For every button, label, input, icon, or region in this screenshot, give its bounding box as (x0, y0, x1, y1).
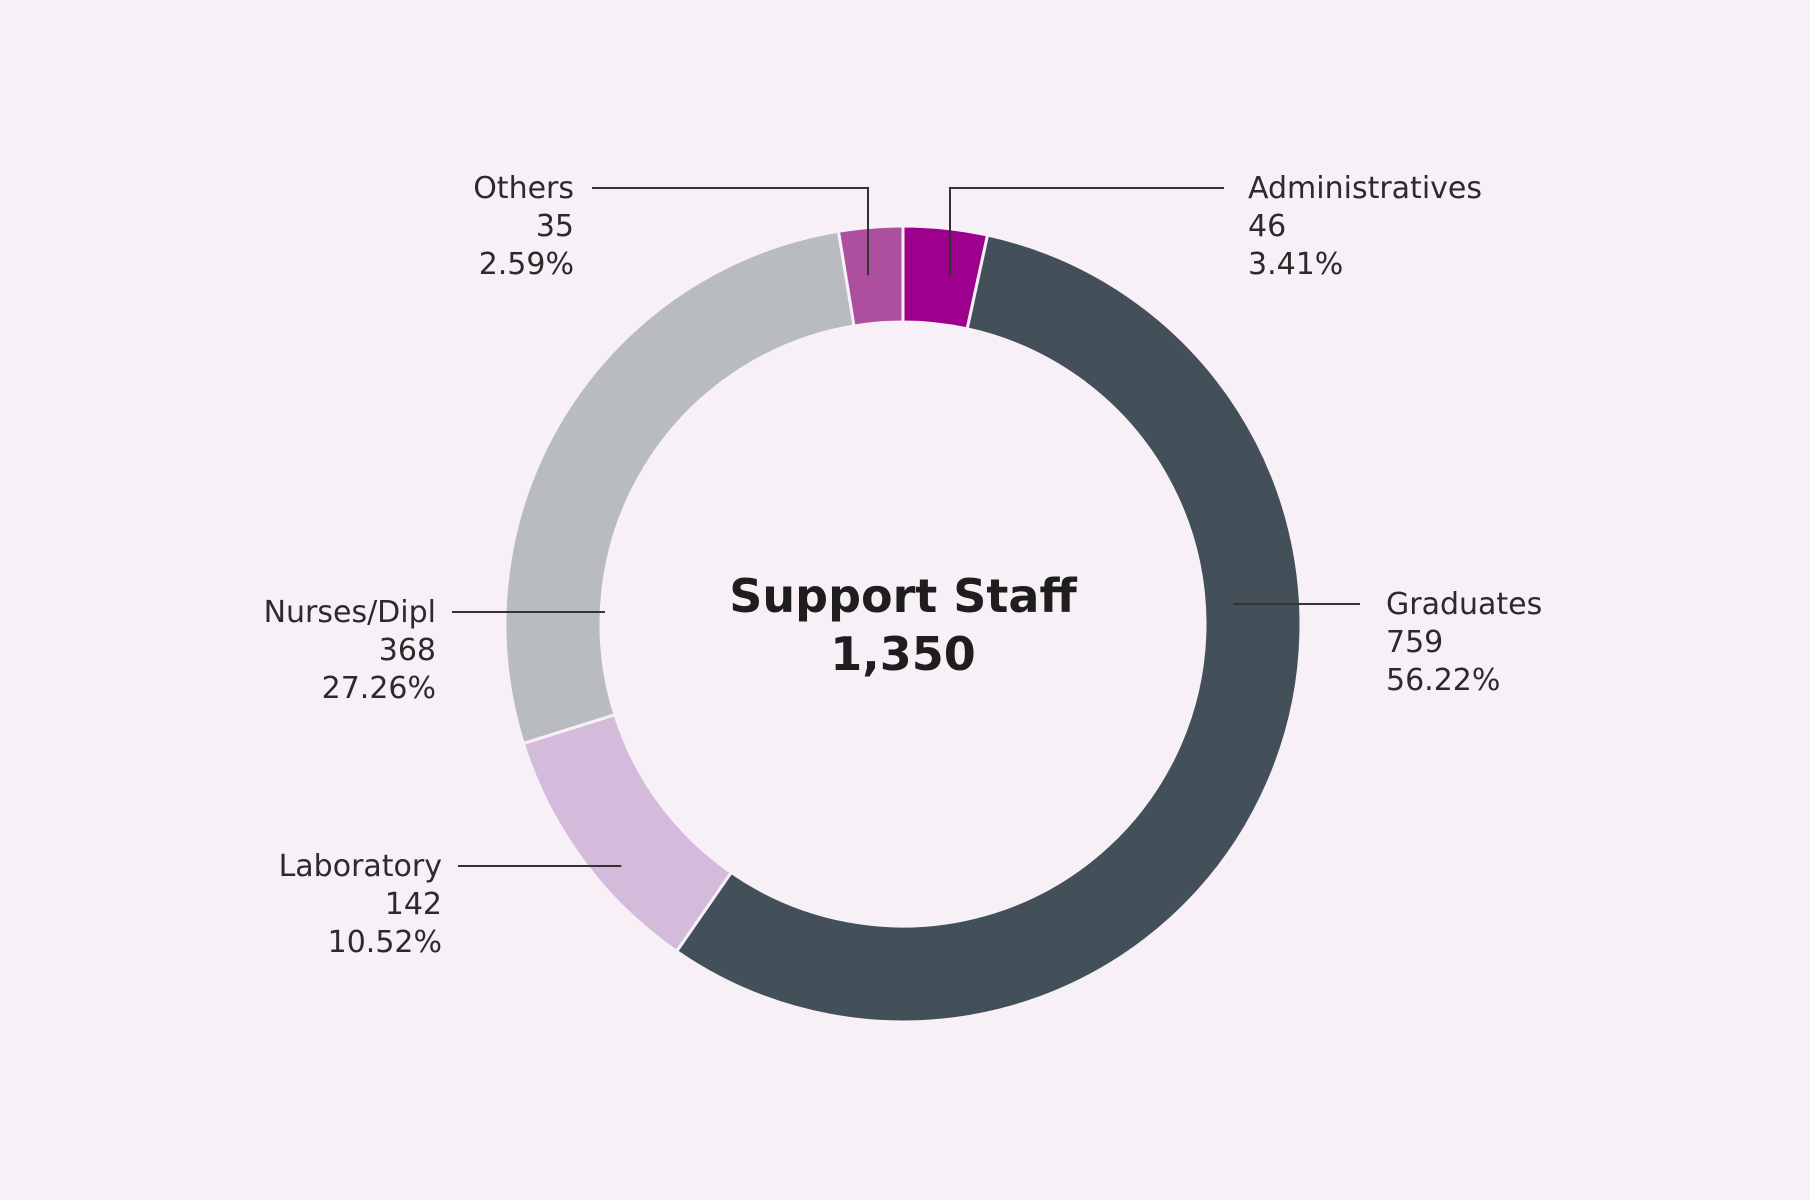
leader-line-administratives (949, 187, 1224, 277)
slice-name-label: Laboratory (279, 849, 442, 884)
center-title: Support Staff (729, 569, 1077, 623)
slice-percent-label: 2.59% (479, 247, 574, 282)
slice-value-label: 368 (379, 633, 436, 668)
slice-name-label: Graduates (1386, 587, 1542, 622)
slice-value-label: 35 (536, 209, 574, 244)
slice-value-label: 46 (1248, 209, 1286, 244)
slice-others (836, 224, 905, 328)
slice-name-label: Others (473, 171, 574, 206)
slice-percent-label: 27.26% (322, 671, 436, 706)
slice-percent-label: 10.52% (328, 925, 442, 960)
center-total: 1,350 (830, 627, 976, 681)
leader-line-others (592, 187, 869, 276)
slice-laboratory (521, 712, 734, 954)
slices-group (503, 224, 1303, 1024)
leader-lines-group (452, 187, 1360, 867)
slice-nurses-dipl (503, 229, 856, 746)
slice-name-label: Nurses/Dipl (264, 595, 436, 630)
slice-percent-label: 3.41% (1248, 247, 1343, 282)
slice-graduates (674, 233, 1303, 1024)
slice-percent-label: 56.22% (1386, 663, 1500, 698)
slice-value-label: 142 (385, 887, 442, 922)
slice-name-label: Administratives (1248, 171, 1482, 206)
slice-value-label: 759 (1386, 625, 1443, 660)
